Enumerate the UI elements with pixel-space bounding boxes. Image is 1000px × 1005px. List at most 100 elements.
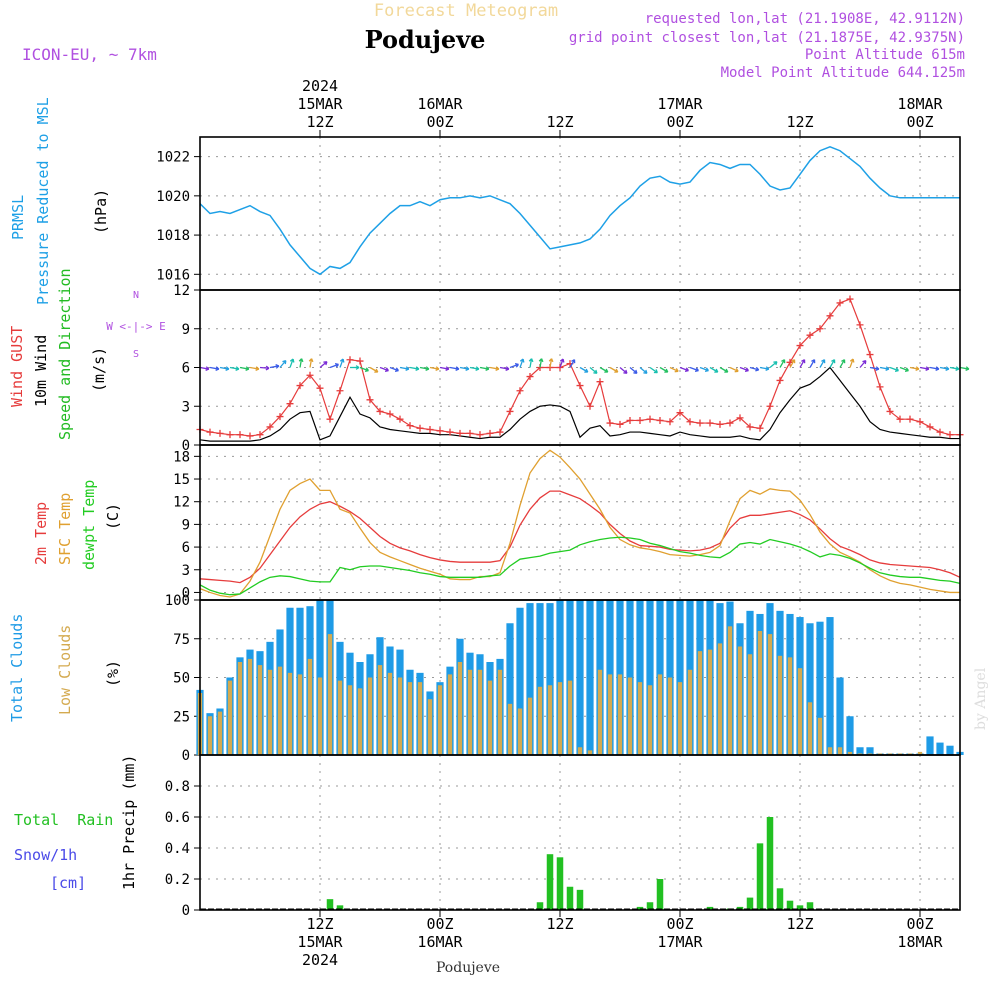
- gust-marker: [296, 382, 304, 390]
- arrow-head: [308, 358, 314, 363]
- total-clouds-bar: [926, 736, 934, 755]
- panels: 1016101810201022036912036912151802550751…: [156, 136, 970, 919]
- wind-direction-arrow: [359, 366, 369, 372]
- arrow-head: [811, 359, 816, 364]
- pressure-unit: (hPa): [92, 189, 110, 234]
- arrow-head: [485, 366, 490, 371]
- arrow-shaft: [739, 366, 749, 372]
- arrow-head: [245, 366, 250, 371]
- wind-direction-arrow: [449, 366, 460, 371]
- arrow-shaft: [679, 366, 689, 372]
- gust-marker: [676, 409, 684, 417]
- low-clouds-bar: [627, 677, 633, 755]
- wind-label: 10m Wind: [32, 335, 50, 407]
- arrow-head: [694, 367, 699, 372]
- rain-bar: [576, 889, 584, 910]
- top-tick-label: 12Z: [786, 113, 813, 131]
- location-title: Podujeve: [365, 25, 486, 54]
- wind-direction-arrow: [308, 358, 314, 368]
- gust-marker: [466, 429, 474, 437]
- snow-unit: [cm]: [50, 874, 86, 892]
- arrow-shaft: [249, 366, 259, 370]
- arrow-shaft: [889, 366, 899, 372]
- wind-direction-arrow: [899, 366, 909, 372]
- low-clouds-bar: [417, 682, 423, 755]
- wind-direction-arrow: [849, 358, 855, 368]
- total-clouds-bar: [556, 600, 564, 755]
- rain-bar: [766, 817, 774, 910]
- y-tick-label: 50: [173, 671, 190, 687]
- wind-direction-arrow: [219, 366, 230, 371]
- arrow-shaft: [949, 366, 959, 370]
- low-clouds-bar: [547, 685, 553, 755]
- rain-bar: [756, 843, 764, 910]
- arrow-head: [584, 368, 589, 373]
- sfc-label: SFC Temp: [56, 493, 74, 565]
- gust-marker: [366, 396, 374, 404]
- arrow-shaft: [689, 366, 699, 372]
- wind-direction-arrow: [350, 365, 360, 370]
- gust-marker: [486, 429, 494, 437]
- total-clouds-bar: [936, 742, 944, 755]
- arrow-head: [593, 369, 598, 374]
- arrow-head: [604, 368, 609, 373]
- wind-direction-arrow: [959, 366, 970, 371]
- arrow-head: [765, 366, 770, 371]
- arrow-shaft: [569, 359, 576, 368]
- gust-marker: [816, 325, 824, 333]
- arrow-shaft: [709, 366, 719, 373]
- gust-marker: [406, 422, 414, 430]
- arrow-shaft: [839, 359, 846, 368]
- top-tick-label: 16MAR: [417, 95, 463, 113]
- arrow-head: [298, 358, 304, 363]
- cloud-labels: Total Clouds Low Clouds (%): [8, 614, 122, 722]
- gust-marker: [436, 427, 444, 435]
- total-clouds-bar: [546, 603, 554, 755]
- dewpt-label: dewpt Temp: [80, 480, 98, 570]
- gust-marker: [736, 414, 744, 422]
- arrow-shaft: [919, 366, 929, 370]
- gust-marker: [626, 416, 634, 424]
- snow-label: Snow/1h: [14, 846, 77, 864]
- top-tick-label: 15MAR: [297, 95, 343, 113]
- total-clouds-bar: [836, 677, 844, 755]
- wind-direction-arrow: [589, 367, 598, 374]
- arrow-head: [215, 366, 220, 371]
- y-tick-label: 9: [182, 517, 190, 533]
- rain-bar: [776, 888, 784, 910]
- top-tick-label: 18MAR: [897, 95, 943, 113]
- wind-direction-arrow: [689, 366, 699, 372]
- clouds-unit: (%): [104, 660, 122, 687]
- arrow-shaft: [229, 366, 239, 370]
- gust-marker: [766, 402, 774, 410]
- wind-direction-arrow: [709, 366, 719, 373]
- rain-bar: [336, 905, 344, 910]
- wind-direction-arrow: [859, 359, 867, 368]
- bottom-tick-label: 15MAR: [297, 933, 343, 951]
- arrow-shaft: [589, 367, 598, 374]
- gust-marker: [646, 415, 654, 423]
- wind-direction-arrow: [669, 366, 679, 373]
- arrow-shaft: [629, 367, 638, 374]
- wind-direction-arrow: [729, 366, 739, 373]
- rain-bar: [566, 886, 574, 910]
- total-clouds-bar: [526, 603, 534, 755]
- footer-location: Podujeve: [436, 960, 500, 976]
- low-clouds-bar: [447, 674, 453, 755]
- arrow-head: [935, 366, 940, 371]
- arrow-head: [415, 366, 420, 371]
- arrow-shaft: [729, 366, 739, 372]
- total-clouds-bar: [566, 600, 574, 755]
- gust-marker: [776, 376, 784, 384]
- low-clouds-bar: [207, 716, 213, 755]
- gust-marker: [946, 431, 954, 439]
- low-clouds-bar: [647, 685, 653, 755]
- arrow-shaft: [579, 366, 589, 373]
- wind-direction-arrow: [479, 366, 490, 371]
- arrow-shaft: [659, 366, 669, 373]
- gust-marker: [316, 384, 324, 392]
- arrow-shaft: [339, 358, 344, 368]
- bottom-tick-label: 12Z: [546, 915, 573, 933]
- arrow-shaft: [409, 366, 419, 370]
- gust-marker: [306, 371, 314, 379]
